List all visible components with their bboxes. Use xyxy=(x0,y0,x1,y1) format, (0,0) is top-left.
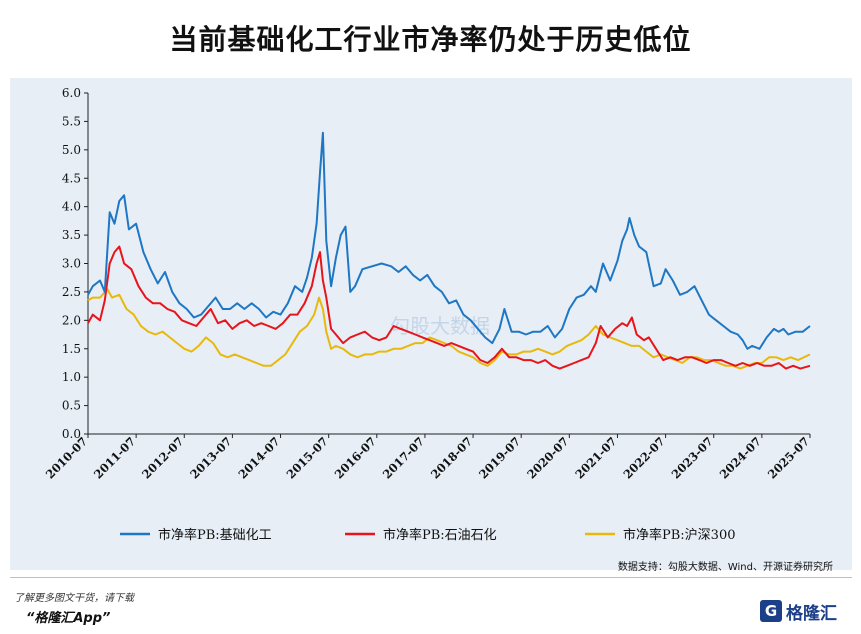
legend-label-2: 市净率PB:石油石化 xyxy=(383,527,497,543)
y-tick-label: 0.0 xyxy=(62,427,81,441)
x-tick-label: 2014-07 xyxy=(235,434,282,481)
y-tick-label: 1.0 xyxy=(62,370,81,384)
footer-app-name: “格隆汇App” xyxy=(26,611,111,626)
series-line-2 xyxy=(87,245,811,370)
x-tick-label: 2018-07 xyxy=(428,434,475,481)
chart-legend: 市净率PB:基础化工 市净率PB:石油石化 市净率PB:沪深300 xyxy=(120,527,736,543)
x-tick-label: 2021-07 xyxy=(572,434,619,481)
watermark-text: 勾股大数据 xyxy=(390,314,490,338)
legend-label-3: 市净率PB:沪深300 xyxy=(623,527,736,543)
x-tick-label: 2016-07 xyxy=(332,434,379,481)
gelonghui-logo-text: 格隆汇 xyxy=(786,603,837,624)
chart-panel xyxy=(10,78,852,570)
y-tick-label: 4.5 xyxy=(62,171,81,185)
x-tick-label: 2019-07 xyxy=(476,434,523,481)
x-tick-label: 2011-07 xyxy=(91,434,138,481)
x-tick-label: 2022-07 xyxy=(620,434,667,481)
footer-divider xyxy=(10,577,852,578)
x-tick-label: 2015-07 xyxy=(284,434,331,481)
x-tick-label: 2010-07 xyxy=(43,434,90,481)
y-tick-label: 2.5 xyxy=(62,285,81,299)
x-tick-label: 2013-07 xyxy=(187,434,234,481)
footer-download-text: 了解更多图文干货，请下载 xyxy=(14,593,134,604)
y-tick-label: 1.5 xyxy=(62,342,81,356)
chart-series xyxy=(87,131,811,370)
x-tick-label: 2023-07 xyxy=(669,434,716,481)
gelonghui-logo-icon: G xyxy=(760,600,782,622)
page-title: 当前基础化工行业市净率仍处于历史低位 xyxy=(169,23,692,56)
x-tick-label: 2012-07 xyxy=(139,434,186,481)
source-note: 数据支持：勾股大数据、Wind、开源证券研究所 xyxy=(617,562,833,573)
legend-label-1: 市净率PB:基础化工 xyxy=(158,527,272,543)
series-line-1 xyxy=(87,131,811,350)
watermark: 勾股大数据 xyxy=(390,314,490,338)
x-tick-label: 2020-07 xyxy=(524,434,571,481)
x-tick-label: 2024-07 xyxy=(717,434,764,481)
series-line-3 xyxy=(87,288,811,370)
gelonghui-logo: G 格隆汇 xyxy=(760,597,837,625)
chart-axes xyxy=(87,93,810,435)
x-tick-label: 2025-07 xyxy=(765,434,812,481)
y-tick-label: 3.5 xyxy=(62,228,81,242)
y-tick-label: 5.0 xyxy=(62,143,81,157)
y-tick-label: 0.5 xyxy=(62,399,81,413)
y-tick-label: 5.5 xyxy=(62,114,81,128)
x-tick-label: 2017-07 xyxy=(380,434,427,481)
y-tick-label: 4.0 xyxy=(62,200,81,214)
y-tick-label: 2.0 xyxy=(62,313,81,327)
y-tick-label: 3.0 xyxy=(62,257,81,271)
y-tick-label: 6.0 xyxy=(62,86,81,100)
